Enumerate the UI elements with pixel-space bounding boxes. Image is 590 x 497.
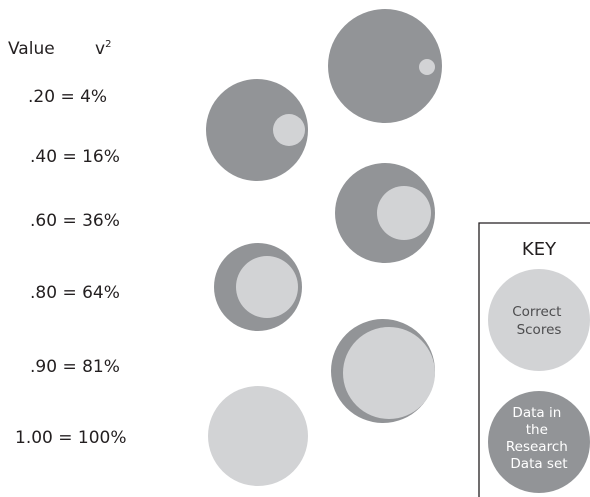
data-circle (206, 79, 308, 181)
key-border (478, 222, 590, 497)
key-correct-circle (488, 269, 590, 371)
key-data-line: Research (506, 439, 568, 455)
circle-pair (331, 319, 435, 423)
v-exponent: 2 (105, 39, 111, 50)
row-label: .20 = 4% (28, 87, 107, 107)
circle-pair (214, 243, 302, 331)
row-label: .80 = 64% (30, 283, 120, 303)
correct-circle (208, 386, 308, 486)
correct-circle (343, 327, 435, 419)
key-correct-label: Correct Scores (512, 304, 566, 338)
key-data-line: the (526, 422, 548, 438)
correct-circle (236, 256, 298, 318)
key-box: KEY Correct Scores Data in the Research … (478, 222, 590, 497)
circle-pair (335, 163, 435, 263)
row-label: .90 = 81% (30, 357, 120, 377)
v-symbol: v (95, 39, 105, 59)
key-correct-line: Correct (512, 304, 561, 320)
key-title: KEY (522, 239, 557, 260)
key-correct-line: Scores (517, 322, 562, 338)
row-label: 1.00 = 100% (15, 428, 127, 448)
circle-pair (208, 386, 308, 486)
data-circle (328, 9, 442, 123)
correct-circle (273, 114, 305, 146)
v-squared-header: v2 (95, 39, 111, 59)
correct-circle (419, 59, 435, 75)
circle-pair (328, 9, 442, 123)
key-data-line: Data in (512, 405, 561, 421)
value-header: Value (8, 39, 55, 59)
correct-circle (377, 186, 431, 240)
row-label: .40 = 16% (30, 147, 120, 167)
key-data-line: Data set (510, 456, 567, 472)
key-data-label: Data in the Research Data set (506, 405, 572, 472)
circle-groups (206, 9, 442, 486)
row-label: .60 = 36% (30, 211, 120, 231)
circle-pair (206, 79, 308, 181)
key-data-circle (488, 391, 590, 493)
